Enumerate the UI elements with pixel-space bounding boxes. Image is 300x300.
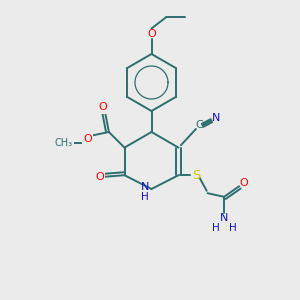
Text: O: O — [83, 134, 92, 145]
Text: C: C — [195, 120, 203, 130]
Text: O: O — [95, 172, 104, 182]
Text: O: O — [98, 102, 107, 112]
Text: H: H — [141, 192, 149, 203]
Text: H: H — [229, 223, 236, 233]
Text: O: O — [239, 178, 248, 188]
Text: CH₃: CH₃ — [55, 138, 73, 148]
Text: O: O — [147, 29, 156, 39]
Text: N: N — [212, 112, 220, 123]
Text: S: S — [192, 169, 200, 182]
Text: N: N — [141, 182, 149, 192]
Text: N: N — [220, 213, 228, 224]
Text: H: H — [212, 223, 220, 233]
